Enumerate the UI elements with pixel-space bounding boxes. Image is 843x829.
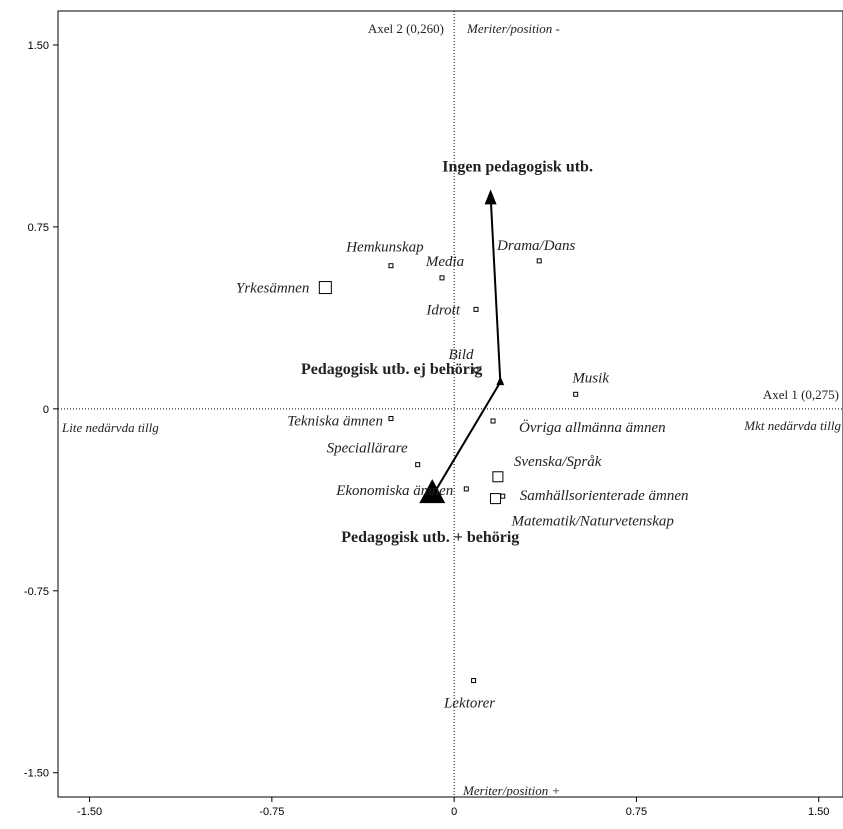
path-node-pedagogisk-utb-ej-behorig: Pedagogisk utb. ej behörig bbox=[301, 361, 505, 386]
y-tick-label: 0 bbox=[43, 404, 49, 416]
point-marker bbox=[439, 275, 445, 281]
point-tekniska-amnen: Tekniska ämnen bbox=[287, 414, 394, 430]
point-label: Media bbox=[425, 254, 464, 270]
point-svenska-sprak: Svenska/Språk bbox=[492, 454, 602, 483]
point-marker bbox=[473, 367, 479, 373]
point-label: Bild bbox=[449, 347, 474, 363]
path-node-pedagogisk-utb-behorig: Pedagogisk utb. + behörig bbox=[341, 479, 519, 546]
path-marker bbox=[484, 189, 497, 205]
axis1-label: Axel 1 (0,275) bbox=[763, 387, 839, 402]
education-path: Pedagogisk utb. + behörig Pedagogisk utb.… bbox=[301, 158, 593, 546]
point-label: Speciallärare bbox=[327, 441, 408, 457]
point-marker bbox=[536, 258, 542, 264]
point-marker bbox=[490, 418, 496, 424]
point-speciallarare: Speciallärare bbox=[327, 441, 421, 468]
point-label: Tekniska ämnen bbox=[287, 414, 383, 430]
point-matematik-naturvetenskap: Matematik/Naturvetenskap bbox=[489, 493, 674, 530]
axis2-label: Axel 2 (0,260) bbox=[368, 21, 444, 36]
x-tick-label: 0.75 bbox=[626, 806, 647, 818]
point-yrkesamnen: Yrkesämnen bbox=[236, 281, 332, 297]
path-marker bbox=[496, 376, 505, 386]
y-tick-label: -0.75 bbox=[24, 586, 49, 598]
axis-ticks: -1.50 -0.75 0 0.75 1.50 1.50 0.75 0 -0.75 -1.50 bbox=[24, 40, 829, 818]
point-ovriga-allmanna-amnen: Övriga allmänna ämnen bbox=[490, 418, 666, 436]
point-marker bbox=[471, 678, 477, 684]
path-node-ingen-pedagogisk-utb: Ingen pedagogisk utb. bbox=[442, 158, 593, 205]
point-musik: Musik bbox=[571, 370, 609, 397]
point-label: Ekonomiska ämnen bbox=[335, 483, 453, 499]
point-marker bbox=[573, 391, 579, 397]
path-label: Ingen pedagogisk utb. bbox=[442, 158, 593, 175]
origin-lines bbox=[58, 11, 843, 797]
point-label: Samhällsorienterade ämnen bbox=[520, 488, 689, 504]
x-tick-label: -0.75 bbox=[259, 806, 284, 818]
point-label: Hemkunskap bbox=[345, 240, 424, 256]
point-label: Yrkesämnen bbox=[236, 281, 309, 297]
path-line bbox=[431, 195, 502, 497]
point-ekonomiska-amnen: Ekonomiska ämnen bbox=[335, 483, 469, 499]
x-tick-label: 0 bbox=[451, 806, 457, 818]
point-label: Övriga allmänna ämnen bbox=[519, 419, 666, 436]
left-pole-label: Lite nedärvda tillg bbox=[61, 420, 159, 435]
point-hemkunskap: Hemkunskap bbox=[345, 240, 424, 269]
path-label: Pedagogisk utb. + behörig bbox=[341, 529, 519, 546]
point-label: Matematik/Naturvetenskap bbox=[510, 514, 674, 530]
point-lektorer: Lektorer bbox=[443, 678, 495, 712]
top-pole-label: Meriter/position - bbox=[466, 21, 560, 36]
point-marker bbox=[500, 493, 506, 499]
point-label: Musik bbox=[571, 370, 609, 386]
point-idrott: Idrott bbox=[425, 302, 479, 318]
point-label: Lektorer bbox=[443, 696, 495, 712]
point-marker bbox=[388, 263, 394, 269]
right-pole-label: Mkt nedärvda tillg bbox=[743, 418, 841, 433]
point-marker bbox=[318, 281, 332, 295]
point-media: Media bbox=[425, 254, 464, 281]
point-bild: Bild bbox=[449, 347, 479, 373]
point-label: Idrott bbox=[425, 302, 460, 318]
path-label: Pedagogisk utb. ej behörig bbox=[301, 361, 482, 378]
y-tick-label: -1.50 bbox=[24, 768, 49, 780]
bottom-pole-label: Meriter/position + bbox=[462, 783, 560, 798]
path-marker bbox=[419, 479, 446, 504]
point-marker bbox=[463, 486, 469, 492]
point-marker bbox=[388, 416, 394, 422]
x-tick-label: 1.50 bbox=[808, 806, 829, 818]
point-marker bbox=[492, 471, 504, 483]
y-tick-label: 1.50 bbox=[28, 40, 49, 52]
point-marker bbox=[473, 306, 479, 312]
point-marker bbox=[489, 493, 501, 505]
x-tick-label: -1.50 bbox=[77, 806, 102, 818]
plot-frame bbox=[57, 10, 843, 798]
y-tick-label: 0.75 bbox=[28, 222, 49, 234]
point-drama-dans: Drama/Dans bbox=[496, 238, 576, 264]
point-label: Drama/Dans bbox=[496, 238, 576, 254]
point-marker bbox=[415, 462, 421, 468]
point-label: Svenska/Språk bbox=[514, 454, 602, 470]
point-samhallsorienterade-amnen: Samhällsorienterade ämnen bbox=[500, 488, 689, 504]
